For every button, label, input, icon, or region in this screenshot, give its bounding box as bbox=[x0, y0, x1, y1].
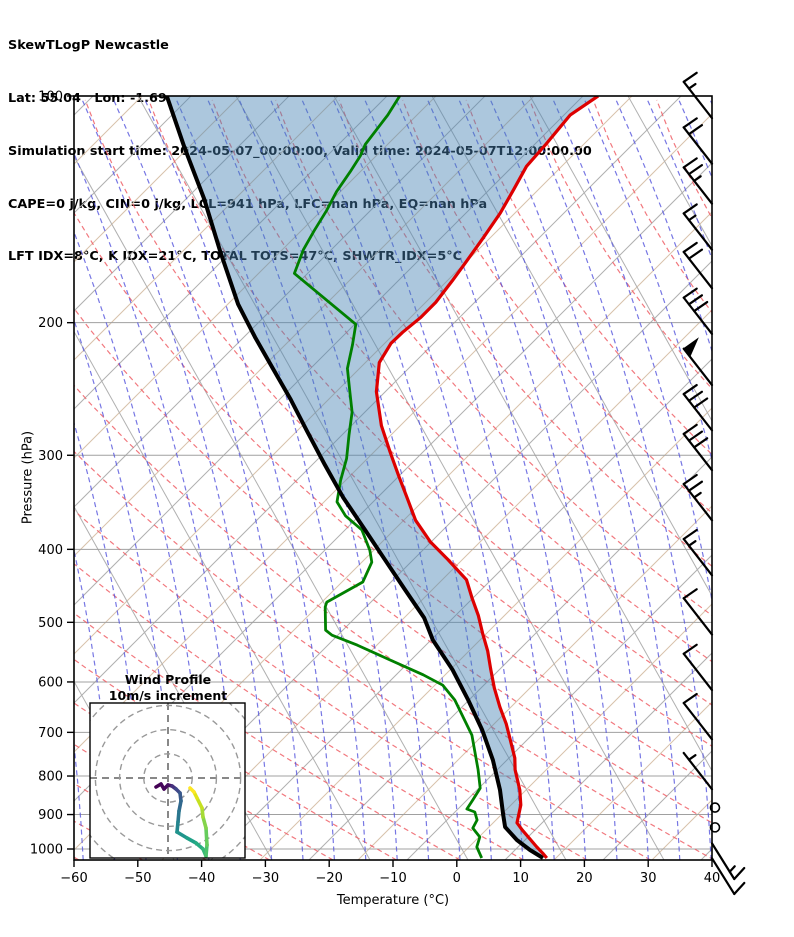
hodograph-subtitle: 10m/s increment bbox=[109, 688, 227, 703]
x-tick-label: 20 bbox=[576, 871, 593, 886]
hodograph-trace-segment bbox=[188, 786, 196, 794]
hodograph-title: Wind Profile bbox=[125, 672, 211, 687]
wind-barbs bbox=[682, 71, 746, 896]
hodograph-trace-segment bbox=[204, 843, 209, 858]
y-tick-label: 700 bbox=[38, 726, 63, 741]
temperature-curve bbox=[374, 96, 600, 860]
hodograph-trace-segment bbox=[195, 796, 204, 810]
hodograph-ring bbox=[94, 704, 242, 852]
x-tick-label: 0 bbox=[453, 871, 461, 886]
page-title: SkewTLogP Newcastle bbox=[8, 38, 169, 54]
x-tick-label: −30 bbox=[252, 871, 279, 886]
x-tick-label: −10 bbox=[379, 871, 406, 886]
y-tick-label: 900 bbox=[38, 808, 63, 823]
x-tick-label: −60 bbox=[60, 871, 87, 886]
y-axis-label: Pressure (hPa) bbox=[20, 430, 36, 525]
hodograph-ring bbox=[118, 728, 218, 828]
y-tick-label: 100 bbox=[38, 90, 63, 105]
hodograph-trace-segment bbox=[201, 815, 208, 830]
x-tick-label: 40 bbox=[704, 871, 721, 886]
hodograph-ring bbox=[143, 753, 193, 803]
hodograph-trace-segment bbox=[176, 809, 181, 824]
hodograph-border bbox=[89, 702, 246, 859]
x-tick-label: −20 bbox=[315, 871, 342, 886]
axis-ticks: −60 −50 −40 −30 −20 −10 0 10 20 30 40 100 200 300 400 5… bbox=[30, 90, 720, 887]
simulation-times: Simulation start time: 2024-05-07_00:00:… bbox=[8, 143, 592, 159]
y-tick-label: 300 bbox=[38, 449, 63, 464]
x-tick-label: −50 bbox=[124, 871, 151, 886]
y-tick-label: 200 bbox=[38, 316, 63, 331]
x-tick-label: 30 bbox=[640, 871, 657, 886]
y-tick-label: 800 bbox=[38, 770, 63, 785]
hodograph-trace-segment bbox=[204, 826, 209, 847]
y-tick-label: 400 bbox=[38, 543, 63, 558]
stability-indices-line2: LFT IDX=8°C, K IDX=21°C, TOTAL TOTS=47°C… bbox=[8, 249, 463, 265]
x-axis-label: Temperature (°C) bbox=[336, 893, 450, 908]
hodograph-trace-segment bbox=[175, 830, 189, 840]
x-tick-label: 10 bbox=[512, 871, 529, 886]
y-tick-label: 1000 bbox=[30, 843, 63, 858]
parcel-curve bbox=[164, 96, 545, 860]
station-location: Lat: 55.04 Lon: -1.69 bbox=[8, 90, 167, 106]
dewpoint-curve bbox=[292, 96, 483, 859]
x-tick-label: −40 bbox=[188, 871, 215, 886]
y-tick-label: 600 bbox=[38, 675, 63, 690]
y-tick-label: 500 bbox=[38, 616, 63, 631]
